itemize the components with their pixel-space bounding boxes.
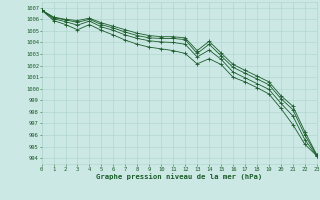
X-axis label: Graphe pression niveau de la mer (hPa): Graphe pression niveau de la mer (hPa) [96, 173, 262, 180]
